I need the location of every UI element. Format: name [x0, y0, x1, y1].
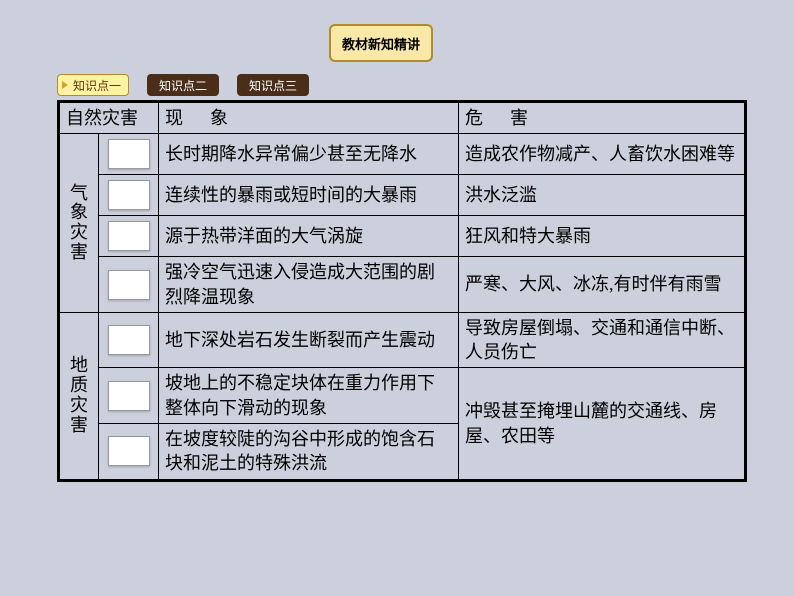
header-phenomenon: 现 象 [159, 102, 459, 134]
table-row: 气象灾害 长时期降水异常偏少甚至无降水 造成农作物减产、人畜饮水困难等 [59, 134, 746, 175]
harm-cell: 导致房屋倒塌、交通和通信中断、人员伤亡 [459, 312, 746, 368]
lesson-title-button[interactable]: 教材新知精讲 [329, 24, 433, 62]
placeholder-image-icon [108, 270, 150, 300]
placeholder-image-icon [108, 381, 150, 411]
placeholder-image-icon [108, 436, 150, 466]
type-image-cell [99, 175, 159, 216]
table-header-row: 自然灾害 现 象 危 害 [59, 102, 746, 134]
category-geology: 地质灾害 [59, 312, 99, 480]
harm-cell: 冲毁甚至掩埋山麓的交通线、房屋、农田等 [459, 368, 746, 480]
harm-cell: 狂风和特大暴雨 [459, 216, 746, 257]
phenomenon-cell: 在坡度较陡的沟谷中形成的饱含石块和泥土的特殊洪流 [159, 424, 459, 481]
harm-cell: 严寒、大风、冰冻,有时伴有雨雪 [459, 257, 746, 313]
placeholder-image-icon [108, 180, 150, 210]
disaster-table: 自然灾害 现 象 危 害 气象灾害 长时期降水异常偏少甚至无降水 造成农作物减产… [57, 100, 747, 482]
table-row: 源于热带洋面的大气涡旋 狂风和特大暴雨 [59, 216, 746, 257]
type-image-cell [99, 312, 159, 368]
placeholder-image-icon [108, 325, 150, 355]
tab-knowledge-3[interactable]: 知识点三 [237, 74, 309, 96]
table-row: 连续性的暴雨或短时间的大暴雨 洪水泛滥 [59, 175, 746, 216]
tab-knowledge-1[interactable]: 知识点一 [57, 74, 129, 96]
phenomenon-cell: 源于热带洋面的大气涡旋 [159, 216, 459, 257]
header-disaster: 自然灾害 [59, 102, 159, 134]
tab-knowledge-2[interactable]: 知识点二 [147, 74, 219, 96]
harm-cell: 造成农作物减产、人畜饮水困难等 [459, 134, 746, 175]
type-image-cell [99, 368, 159, 424]
category-weather: 气象灾害 [59, 134, 99, 313]
phenomenon-cell: 地下深处岩石发生断裂而产生震动 [159, 312, 459, 368]
type-image-cell [99, 216, 159, 257]
phenomenon-cell: 长时期降水异常偏少甚至无降水 [159, 134, 459, 175]
type-image-cell [99, 134, 159, 175]
phenomenon-cell: 强冷空气迅速入侵造成大范围的剧烈降温现象 [159, 257, 459, 313]
disaster-table-wrap: 自然灾害 现 象 危 害 气象灾害 长时期降水异常偏少甚至无降水 造成农作物减产… [57, 100, 747, 482]
knowledge-tabs: 知识点一 知识点二 知识点三 [57, 74, 309, 96]
table-row: 强冷空气迅速入侵造成大范围的剧烈降温现象 严寒、大风、冰冻,有时伴有雨雪 [59, 257, 746, 313]
placeholder-image-icon [108, 139, 150, 169]
placeholder-image-icon [108, 221, 150, 251]
header-harm: 危 害 [459, 102, 746, 134]
type-image-cell [99, 257, 159, 313]
harm-cell: 洪水泛滥 [459, 175, 746, 216]
type-image-cell [99, 424, 159, 481]
table-row: 地质灾害 地下深处岩石发生断裂而产生震动 导致房屋倒塌、交通和通信中断、人员伤亡 [59, 312, 746, 368]
phenomenon-cell: 连续性的暴雨或短时间的大暴雨 [159, 175, 459, 216]
table-row: 坡地上的不稳定块体在重力作用下整体向下滑动的现象 冲毁甚至掩埋山麓的交通线、房屋… [59, 368, 746, 424]
phenomenon-cell: 坡地上的不稳定块体在重力作用下整体向下滑动的现象 [159, 368, 459, 424]
